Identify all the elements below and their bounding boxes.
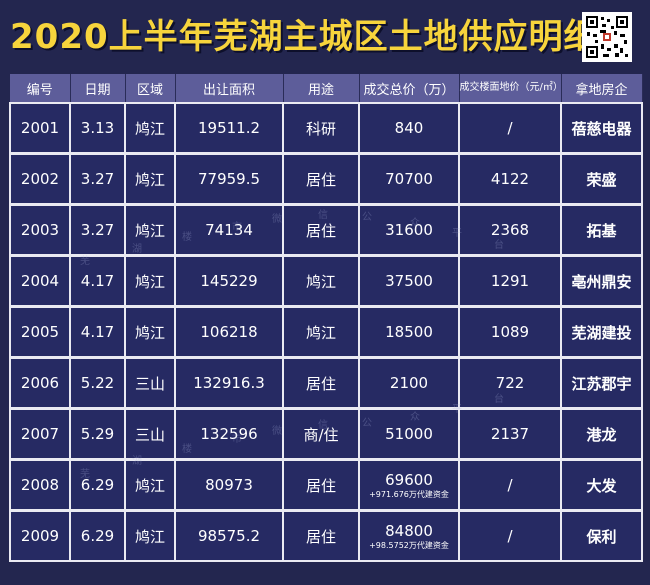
cell-use: 居住 (282, 203, 360, 257)
table-row: 2007 5.29 三山 132596 商/住 51000 2137 港龙 (9, 407, 643, 461)
cell-use: 居住 (282, 509, 360, 562)
cell-price: 37500 (358, 254, 460, 308)
header-company: 拿地房企 (561, 74, 643, 103)
cell-company: 芜湖建投 (560, 305, 643, 359)
cell-size: 74134 (174, 203, 284, 257)
table-row: 2009 6.29 鸠江 98575.2 居住 84800 +98.5752万代建资金 / 保利 (9, 509, 643, 562)
cell-use: 商/住 (282, 407, 360, 461)
cell-unit-price: 4122 (458, 152, 562, 206)
cell-size: 98575.2 (174, 509, 284, 562)
page-title: 2020上半年芜湖主城区土地供应明细 (10, 17, 599, 57)
cell-price: 84800 +98.5752万代建资金 (358, 509, 460, 562)
cell-date: 5.29 (69, 407, 126, 461)
cell-id: 2002 (9, 152, 71, 206)
cell-company: 保利 (560, 509, 643, 562)
cell-area: 鸠江 (124, 458, 176, 512)
cell-unit-price: 1089 (458, 305, 562, 359)
cell-area: 三山 (124, 356, 176, 410)
cell-size: 19511.2 (174, 102, 284, 155)
cell-use: 居住 (282, 458, 360, 512)
cell-unit-price: 2368 (458, 203, 562, 257)
header-date: 日期 (70, 74, 126, 103)
cell-area: 鸠江 (124, 102, 176, 155)
cell-company: 港龙 (560, 407, 643, 461)
table-row: 2002 3.27 鸠江 77959.5 居住 70700 4122 荣盛 (9, 152, 643, 206)
cell-price: 2100 (358, 356, 460, 410)
cell-size: 77959.5 (174, 152, 284, 206)
cell-unit-price: 2137 (458, 407, 562, 461)
cell-date: 3.13 (69, 102, 126, 155)
qr-code-icon (582, 12, 632, 62)
cell-date: 3.27 (69, 203, 126, 257)
cell-unit-price: 1291 (458, 254, 562, 308)
cell-unit-price: / (458, 102, 562, 155)
cell-size: 106218 (174, 305, 284, 359)
cell-id: 2005 (9, 305, 71, 359)
cell-area: 鸠江 (124, 254, 176, 308)
cell-price: 70700 (358, 152, 460, 206)
cell-company: 荣盛 (560, 152, 643, 206)
cell-area: 鸠江 (124, 152, 176, 206)
cell-unit-price: 722 (458, 356, 562, 410)
header-id: 编号 (10, 74, 71, 103)
cell-use: 科研 (282, 102, 360, 155)
cell-area: 鸠江 (124, 203, 176, 257)
table-header: 编号 日期 区域 出让面积 用途 成交总价（万） 成交楼面地价（元/㎡） 拿地房… (10, 74, 643, 103)
header-price: 成交总价（万） (359, 74, 460, 103)
table-row: 2004 4.17 鸠江 145229 鸠江 37500 1291 亳州鼎安 (9, 254, 643, 308)
cell-size: 145229 (174, 254, 284, 308)
land-supply-table: 编号 日期 区域 出让面积 用途 成交总价（万） 成交楼面地价（元/㎡） 拿地房… (9, 74, 643, 562)
cell-company: 江苏郡宇 (560, 356, 643, 410)
header-size: 出让面积 (175, 74, 284, 103)
cell-size: 80973 (174, 458, 284, 512)
header-use: 用途 (283, 74, 360, 103)
cell-use: 居住 (282, 152, 360, 206)
header-area: 区域 (125, 74, 176, 103)
price-note: +971.676万代建资金 (369, 490, 449, 499)
cell-price: 31600 (358, 203, 460, 257)
cell-date: 6.29 (69, 509, 126, 562)
cell-date: 4.17 (69, 254, 126, 308)
cell-unit-price: / (458, 458, 562, 512)
cell-id: 2004 (9, 254, 71, 308)
cell-id: 2009 (9, 509, 71, 562)
cell-company: 亳州鼎安 (560, 254, 643, 308)
cell-price: 51000 (358, 407, 460, 461)
cell-id: 2003 (9, 203, 71, 257)
price-note: +98.5752万代建资金 (369, 541, 449, 550)
cell-price: 18500 (358, 305, 460, 359)
cell-use: 鸠江 (282, 254, 360, 308)
cell-use: 居住 (282, 356, 360, 410)
cell-id: 2006 (9, 356, 71, 410)
cell-date: 5.22 (69, 356, 126, 410)
cell-area: 三山 (124, 407, 176, 461)
cell-price: 69600 +971.676万代建资金 (358, 458, 460, 512)
table-row: 2006 5.22 三山 132916.3 居住 2100 722 江苏郡宇 (9, 356, 643, 410)
table-row: 2003 3.27 鸠江 74134 居住 31600 2368 拓基 (9, 203, 643, 257)
cell-company: 大发 (560, 458, 643, 512)
table-row: 2001 3.13 鸠江 19511.2 科研 840/蓓慈电器 (9, 102, 643, 155)
cell-company: 拓基 (560, 203, 643, 257)
cell-price: 840 (358, 102, 460, 155)
header-unit-price: 成交楼面地价（元/㎡） (459, 74, 563, 103)
cell-area: 鸠江 (124, 305, 176, 359)
cell-company: 蓓慈电器 (560, 102, 643, 155)
table-row: 2005 4.17 鸠江 106218 鸠江 18500 1089 芜湖建投 (9, 305, 643, 359)
cell-date: 3.27 (69, 152, 126, 206)
cell-area: 鸠江 (124, 509, 176, 562)
cell-use: 鸠江 (282, 305, 360, 359)
cell-date: 4.17 (69, 305, 126, 359)
cell-id: 2007 (9, 407, 71, 461)
cell-size: 132596 (174, 407, 284, 461)
cell-size: 132916.3 (174, 356, 284, 410)
cell-unit-price: / (458, 509, 562, 562)
cell-id: 2008 (9, 458, 71, 512)
table-row: 2008 6.29 鸠江 80973 居住 69600 +971.676万代建资金 / 大发 (9, 458, 643, 512)
cell-id: 2001 (9, 102, 71, 155)
cell-date: 6.29 (69, 458, 126, 512)
